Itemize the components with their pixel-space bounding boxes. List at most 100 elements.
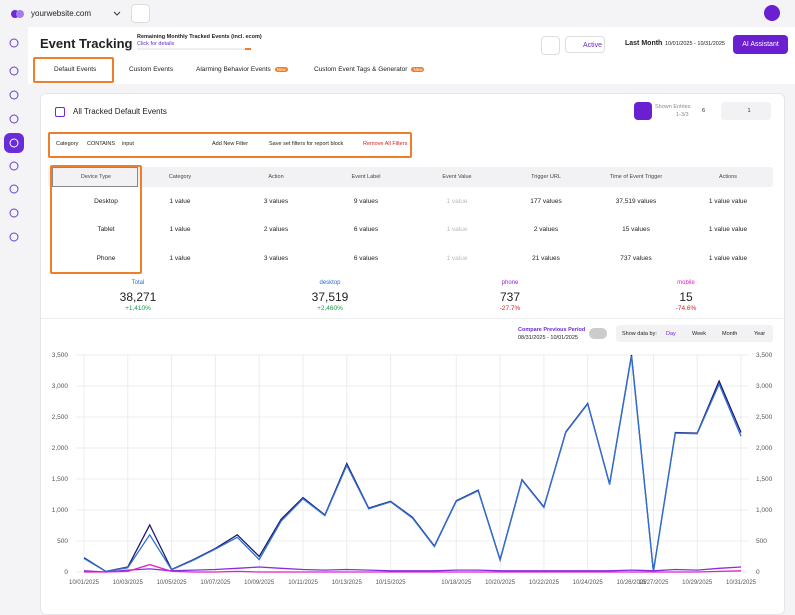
refresh-button[interactable] — [541, 36, 560, 55]
sort-column — [52, 167, 138, 187]
status-button[interactable]: Active — [565, 36, 605, 53]
tick-label: 2,500 — [756, 414, 773, 421]
cell: 15 values — [622, 226, 650, 233]
cell: 6 values — [353, 255, 379, 262]
highlight — [50, 165, 142, 274]
icon[interactable] — [9, 90, 19, 100]
site-selector[interactable]: yourwebsite.com — [31, 9, 92, 18]
granularity-option[interactable]: Year — [754, 331, 766, 337]
stat-change: -74.6% — [675, 305, 697, 312]
series-line — [84, 563, 742, 573]
x-tick-label: 10/05/2025 — [157, 580, 188, 586]
x-tick-label: 10/15/2025 — [376, 580, 407, 586]
x-tick-label: 10/29/2025 — [682, 580, 713, 586]
tick-label: 500 — [57, 538, 68, 545]
tab[interactable]: Alarming Behavior Events — [196, 66, 271, 73]
period-select[interactable]: Last Month — [625, 40, 663, 47]
icon[interactable] — [9, 161, 19, 171]
cell: 1 value value — [708, 226, 748, 233]
compare-label: Compare Previous Period — [518, 327, 586, 333]
stat-change: -27.7% — [499, 305, 521, 312]
tick-label: 2,000 — [756, 445, 773, 452]
ai-assistant-button[interactable]: AI Assistant — [733, 35, 788, 54]
granularity-option[interactable]: Day — [666, 331, 676, 337]
x-tick-label: 10/26/2025 — [616, 580, 647, 586]
x-tick-label: 10/20/2025 — [485, 580, 516, 586]
cell: Desktop — [94, 198, 118, 205]
icon[interactable] — [9, 114, 19, 124]
add-filter[interactable]: Add New Filter — [212, 141, 249, 147]
filter-field[interactable]: Category — [56, 141, 79, 147]
stat-value: 38,271 — [119, 290, 157, 304]
granularity-option[interactable]: Week — [692, 331, 706, 337]
icon[interactable] — [9, 38, 19, 48]
cell: 9 values — [353, 198, 379, 205]
save-filters[interactable]: Save set filters for report block — [269, 141, 344, 147]
cell: 1 value value — [708, 198, 748, 205]
tab[interactable]: Custom Events — [129, 66, 174, 73]
column-header: Event Value — [442, 174, 472, 180]
badge: New — [274, 67, 288, 72]
x-tick-label: 10/18/2025 — [441, 580, 472, 586]
icon[interactable] — [9, 208, 19, 218]
filter-button[interactable] — [634, 102, 652, 120]
remove-filters[interactable]: Remove All Filters — [363, 141, 408, 147]
details-link[interactable]: Click for details — [137, 41, 175, 47]
page-number[interactable]: 1 — [747, 108, 751, 114]
x-tick-label: 10/13/2025 — [332, 580, 363, 586]
x-tick-label: 10/07/2025 — [200, 580, 231, 586]
filter-operator[interactable]: CONTAINS — [87, 141, 116, 147]
card-icon — [55, 107, 65, 117]
date-range[interactable]: 10/01/2025 - 10/31/2025 — [665, 41, 725, 47]
cell: Tablet — [97, 226, 115, 233]
cell: 3 values — [263, 255, 289, 262]
external-link[interactable] — [131, 4, 150, 23]
stat-label: mobile — [677, 280, 695, 286]
x-tick-label: 10/11/2025 — [288, 580, 318, 586]
compare-range: 08/31/2025 - 10/01/2025 — [518, 335, 578, 341]
tick-label: 2,000 — [52, 445, 69, 452]
tab[interactable]: Custom Event Tags & Generator — [314, 66, 408, 73]
tick-label: 3,000 — [52, 383, 69, 390]
per-page[interactable]: 6 — [702, 108, 706, 114]
tick-label: 3,500 — [52, 352, 69, 359]
cell: 6 values — [353, 226, 379, 233]
cell: 1 value — [446, 226, 468, 233]
cell: 37,519 values — [615, 198, 657, 205]
granularity-option[interactable]: Month — [722, 331, 738, 337]
divider — [41, 318, 783, 319]
tick-label: 1,500 — [756, 476, 773, 483]
column-header: Device Type — [80, 174, 112, 180]
stat-value: 737 — [499, 290, 521, 304]
sidebar — [0, 0, 28, 604]
tick-label: 1,000 — [756, 507, 773, 514]
cell: 2 values — [263, 226, 289, 233]
series-line — [83, 566, 742, 573]
x-tick-label: 10/31/2025 — [726, 580, 757, 586]
column-header: Action — [268, 174, 284, 180]
entries: 1-3/3 — [676, 112, 689, 118]
icon[interactable] — [9, 184, 19, 194]
tab[interactable]: Default Events — [54, 66, 97, 73]
tick-label: 500 — [756, 538, 767, 545]
tick-label: 1,500 — [52, 476, 69, 483]
column-header: Actions — [718, 174, 738, 180]
cell: 2 values — [533, 226, 559, 233]
cell: 737 values — [620, 255, 652, 262]
icon[interactable] — [9, 232, 19, 242]
card-title: All Tracked Default Events — [73, 107, 167, 116]
avatar[interactable] — [764, 5, 780, 21]
shown-label: Shown Entries — [655, 104, 691, 110]
cell: Phone — [96, 255, 116, 262]
cell: 1 value — [446, 255, 468, 262]
cell: 1 value — [169, 255, 191, 262]
icon[interactable] — [9, 66, 19, 76]
filter-value[interactable]: input — [122, 141, 134, 147]
compare-toggle[interactable] — [589, 328, 607, 339]
x-tick-label: 10/01/2025 — [69, 580, 100, 586]
tick-label: 0 — [64, 569, 68, 576]
header — [28, 27, 795, 84]
tick-label: 2,500 — [52, 414, 69, 421]
active-icon[interactable] — [4, 133, 24, 153]
